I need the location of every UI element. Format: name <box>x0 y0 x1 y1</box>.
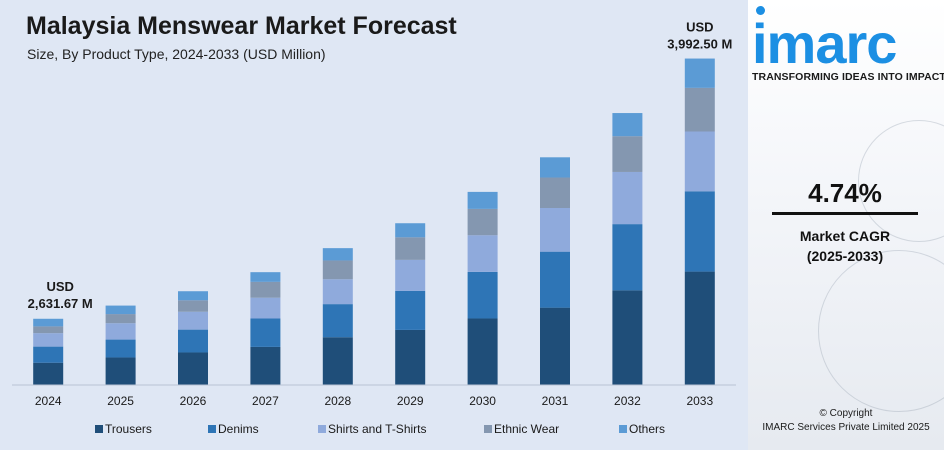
x-tick-label-2024: 2024 <box>35 394 62 408</box>
bar-segment-2032-others <box>612 113 643 137</box>
bar-segment-2033-ethnic-wear <box>684 87 715 132</box>
bar-segment-2025-shirts-and-t-shirts <box>105 323 136 340</box>
bar-segment-2029-others <box>395 223 426 238</box>
bar-segment-2028-denims <box>322 304 353 338</box>
side-panel <box>748 0 944 450</box>
x-tick-label-2032: 2032 <box>614 394 641 408</box>
x-tick-label-2025: 2025 <box>107 394 134 408</box>
total-annotations: USD 2,631.67 M USD 3,992.50 M <box>28 20 733 311</box>
cagr-label-line1: Market CAGR <box>799 228 891 244</box>
first-total-label-currency: USD <box>46 279 73 294</box>
bar-segment-2026-others <box>178 291 208 301</box>
last-total-label-currency: USD <box>686 20 713 35</box>
x-tick-labels: 2024 2025 2026 2027 2028 2029 2030 2031 2032 2033 <box>35 394 714 408</box>
bar-segment-2032-shirts-and-t-shirts <box>612 171 643 225</box>
cagr-divider <box>772 212 918 215</box>
x-tick-label-2030: 2030 <box>469 394 496 408</box>
bar-segment-2025-ethnic-wear <box>105 314 136 324</box>
bar-segment-2033-shirts-and-t-shirts <box>684 131 715 192</box>
bar-segment-2029-ethnic-wear <box>395 237 426 260</box>
cagr-value: 4.74% <box>808 178 882 208</box>
bar-segment-2033-trousers <box>684 271 715 385</box>
x-tick-label-2033: 2033 <box>686 394 713 408</box>
x-tick-label-2031: 2031 <box>542 394 569 408</box>
bar-segment-2030-shirts-and-t-shirts <box>467 235 498 272</box>
bars-layer <box>33 58 715 385</box>
decorative-circle <box>818 250 944 412</box>
bar-segment-2026-trousers <box>178 352 208 385</box>
chart-subtitle: Size, By Product Type, 2024-2033 (USD Mi… <box>27 46 326 62</box>
legend-swatch-ethnic-wear <box>484 425 492 433</box>
bar-segment-2024-shirts-and-t-shirts <box>33 333 64 347</box>
x-tick-label-2028: 2028 <box>324 394 351 408</box>
bar-segment-2027-trousers <box>250 346 281 385</box>
brand-tagline: TRANSFORMING IDEAS INTO IMPACT <box>752 71 944 83</box>
legend-label-shirts-and-t-shirts: Shirts and T-Shirts <box>328 422 426 436</box>
bar-segment-2031-ethnic-wear <box>540 177 570 209</box>
legend-swatch-denims <box>208 425 216 433</box>
bar-segment-2031-shirts-and-t-shirts <box>540 208 570 252</box>
copyright-line1: © Copyright <box>819 408 873 419</box>
last-total-label-value: 3,992.50 M <box>667 37 732 52</box>
bar-segment-2025-trousers <box>105 357 136 385</box>
bar-segment-2030-others <box>467 191 498 209</box>
bar-segment-2030-denims <box>467 271 498 319</box>
bar-segment-2024-others <box>33 318 64 327</box>
legend-label-trousers: Trousers <box>105 422 152 436</box>
bar-segment-2032-ethnic-wear <box>612 136 643 172</box>
copyright: © Copyright IMARC Services Private Limit… <box>752 407 940 435</box>
bar-segment-2027-shirts-and-t-shirts <box>250 297 281 319</box>
legend-swatch-shirts-and-t-shirts <box>318 425 326 433</box>
bar-segment-2027-others <box>250 272 281 282</box>
bar-segment-2030-ethnic-wear <box>467 208 498 236</box>
bar-segment-2032-trousers <box>612 290 643 385</box>
cagr-label: Market CAGR (2025-2033) <box>770 226 920 266</box>
bar-segment-2029-denims <box>395 290 426 330</box>
x-tick-label-2026: 2026 <box>180 394 207 408</box>
bar-segment-2031-trousers <box>540 307 570 385</box>
bar-segment-2033-denims <box>684 191 715 272</box>
legend: Trousers Denims Shirts and T-Shirts Ethnic … <box>95 422 665 436</box>
bar-segment-2026-ethnic-wear <box>178 300 208 312</box>
legend-label-denims: Denims <box>218 422 259 436</box>
legend-swatch-others <box>619 425 627 433</box>
bar-segment-2026-shirts-and-t-shirts <box>178 311 208 330</box>
bar-segment-2025-others <box>105 305 136 315</box>
bar-segment-2033-others <box>684 58 715 88</box>
cagr-label-line2: (2025-2033) <box>806 248 884 264</box>
bar-segment-2027-denims <box>250 318 281 347</box>
bar-segment-2027-ethnic-wear <box>250 281 281 298</box>
bar-segment-2031-denims <box>540 251 570 308</box>
bar-segment-2024-ethnic-wear <box>33 326 64 334</box>
bar-segment-2029-trousers <box>395 329 426 385</box>
bar-segment-2031-others <box>540 157 570 178</box>
first-total-label-value: 2,631.67 M <box>28 296 93 311</box>
legend-label-others: Others <box>629 422 665 436</box>
bar-segment-2029-shirts-and-t-shirts <box>395 259 426 291</box>
bar-segment-2028-others <box>322 248 353 261</box>
legend-label-ethnic-wear: Ethnic Wear <box>494 422 559 436</box>
legend-swatch-trousers <box>95 425 103 433</box>
bar-segment-2026-denims <box>178 329 208 353</box>
bar-segment-2024-trousers <box>33 362 64 385</box>
copyright-line2: IMARC Services Private Limited 2025 <box>762 422 930 433</box>
imarc-logo: imarc <box>752 6 940 75</box>
stacked-bar-chart: 2024 2025 2026 2027 2028 2029 2030 2031 2032 2033… <box>12 20 736 436</box>
bar-segment-2030-trousers <box>467 318 498 385</box>
bar-segment-2028-shirts-and-t-shirts <box>322 279 353 305</box>
chart-title: Malaysia Menswear Market Forecast <box>26 12 457 40</box>
bar-segment-2028-ethnic-wear <box>322 260 353 280</box>
logo-wordmark: imarc <box>752 12 897 75</box>
bar-segment-2025-denims <box>105 339 136 358</box>
bar-segment-2032-denims <box>612 224 643 291</box>
logo-dot <box>756 6 765 15</box>
x-tick-label-2029: 2029 <box>397 394 424 408</box>
bar-segment-2028-trousers <box>322 337 353 385</box>
bar-segment-2024-denims <box>33 346 64 363</box>
x-tick-label-2027: 2027 <box>252 394 279 408</box>
